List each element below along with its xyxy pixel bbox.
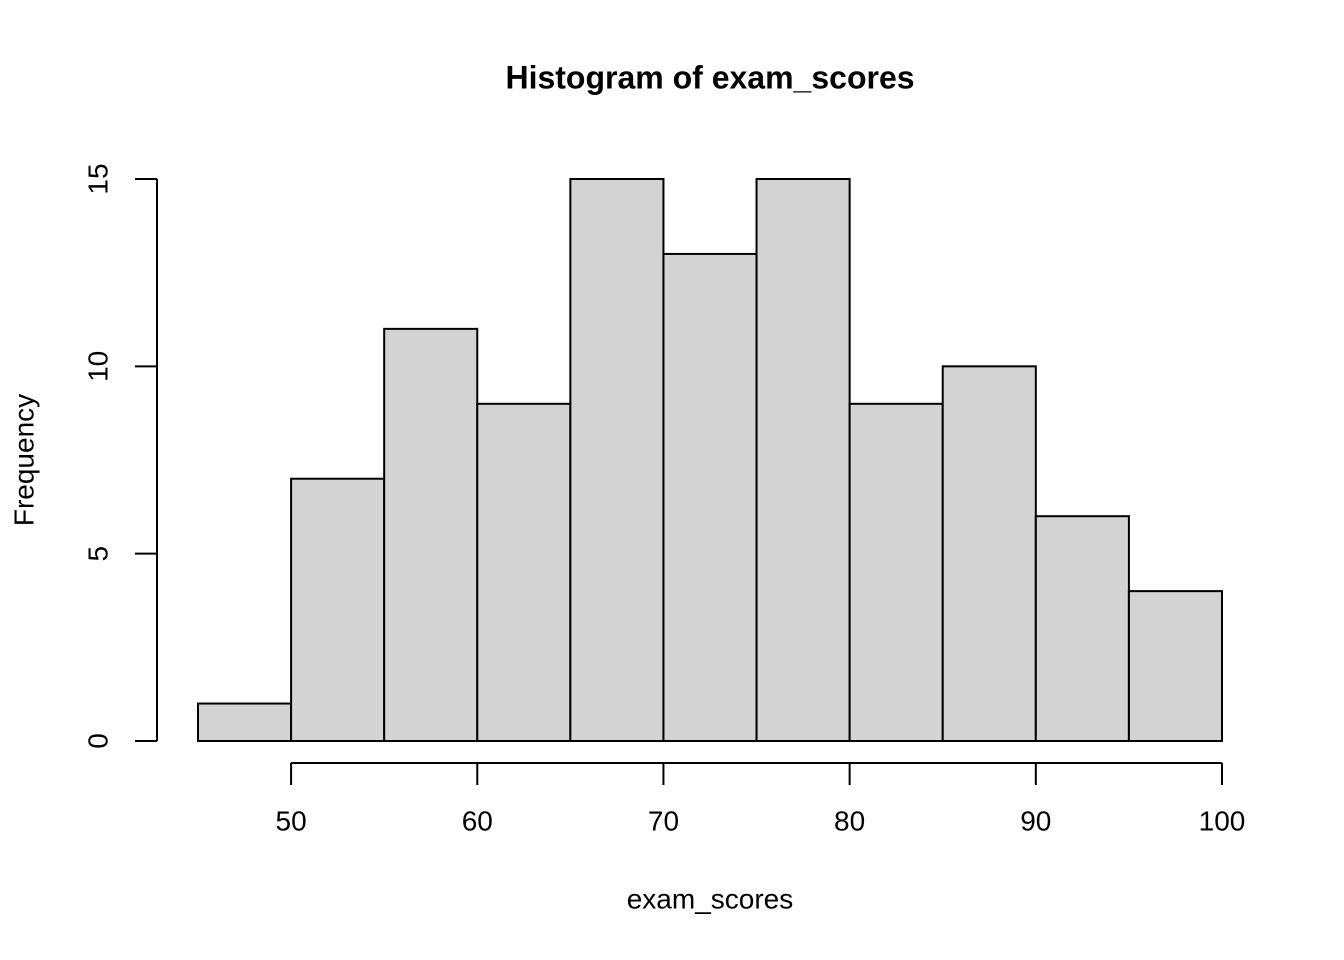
chart-title: Histogram of exam_scores (505, 59, 914, 95)
bar (848, 402, 944, 742)
x-tick-label: 100 (1199, 805, 1246, 836)
x-tick-label: 60 (462, 805, 493, 836)
bar (662, 252, 758, 743)
bar (941, 365, 1037, 742)
bar (476, 402, 572, 742)
y-tick-label: 5 (82, 546, 113, 562)
x-tick-label: 80 (834, 805, 865, 836)
bar (197, 702, 293, 742)
bar (1127, 590, 1223, 743)
y-tick-label: 15 (82, 163, 113, 194)
bar (569, 178, 665, 742)
x-axis-label: exam_scores (627, 883, 794, 914)
y-tick-label: 10 (82, 351, 113, 382)
bar (290, 477, 386, 742)
y-axis-label: Frequency (8, 394, 39, 526)
x-tick-label: 70 (648, 805, 679, 836)
x-tick-label: 50 (276, 805, 307, 836)
bar (1034, 515, 1130, 743)
x-tick-label: 90 (1020, 805, 1051, 836)
y-tick-label: 0 (82, 733, 113, 749)
bar (755, 178, 851, 742)
bar (383, 327, 479, 742)
